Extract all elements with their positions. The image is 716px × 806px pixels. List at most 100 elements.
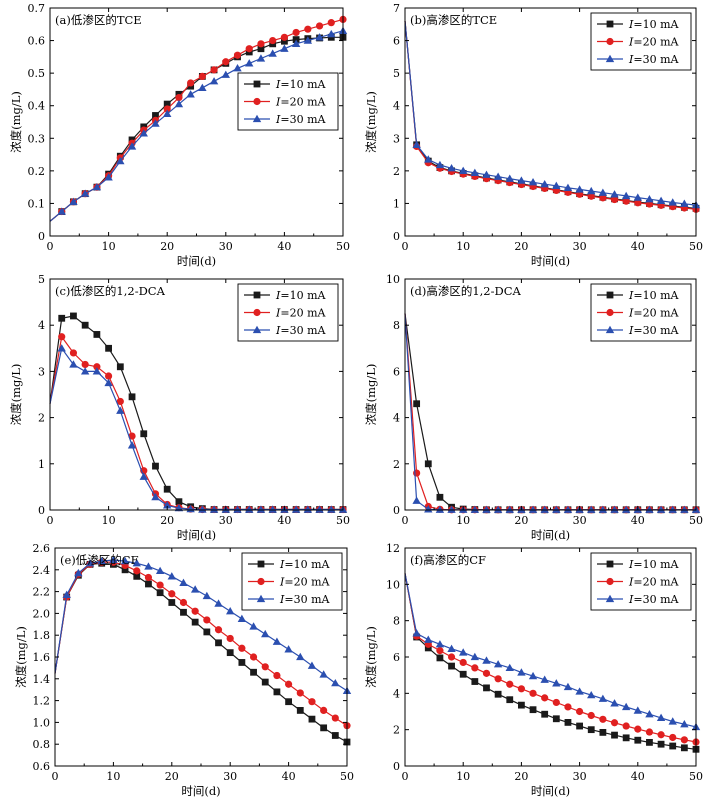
y-axis-label: 浓度(mg/L) — [364, 626, 378, 688]
data-point — [155, 566, 165, 575]
y-tick-label: 0 — [38, 504, 45, 517]
data-point — [587, 186, 596, 195]
data-point — [315, 22, 324, 30]
data-point — [412, 140, 421, 148]
data-point — [575, 687, 584, 695]
x-axis-label: 时间(d) — [531, 254, 570, 268]
series-line — [404, 313, 696, 511]
data-point — [656, 196, 666, 204]
data-point — [58, 333, 66, 341]
chart-title: (a)低渗区的TCE — [55, 13, 142, 27]
legend-label-value: =20 mA — [633, 36, 679, 49]
data-point — [634, 725, 642, 733]
data-point — [424, 460, 432, 468]
legend-label-var: I — [628, 36, 634, 49]
legend-label: I=20 mA — [279, 576, 331, 589]
data-point — [448, 662, 455, 670]
data-point — [552, 679, 561, 687]
data-point — [494, 675, 502, 683]
data-point — [447, 653, 456, 661]
data-point — [436, 654, 444, 662]
data-point — [93, 331, 101, 338]
y-tick-label: 2.0 — [33, 607, 51, 620]
data-point — [222, 58, 230, 66]
data-point — [257, 40, 265, 48]
legend-label-var: I — [279, 576, 285, 589]
data-point — [180, 608, 187, 616]
data-point — [163, 109, 172, 118]
chart-panel-f: 0 10 20 30 40 50 0 2 4 6 8 10 12 (f)高渗区的CF 时间(d) 浓度(mg/… — [364, 542, 703, 798]
data-point — [621, 702, 631, 711]
data-point — [413, 400, 421, 408]
data-point — [120, 556, 130, 565]
data-point — [459, 166, 468, 175]
data-point — [144, 562, 153, 570]
data-point — [303, 36, 313, 44]
legend-marker — [257, 577, 265, 586]
legend-item: I=20 mA — [244, 307, 327, 320]
data-point — [320, 706, 328, 715]
legend-marker — [257, 560, 265, 568]
data-point — [268, 505, 277, 513]
data-point — [163, 100, 171, 108]
data-point — [128, 432, 136, 440]
data-point — [645, 728, 654, 736]
legend-label-value: =30 mA — [280, 113, 326, 126]
data-point — [552, 181, 561, 189]
data-point — [245, 45, 253, 53]
data-point — [435, 160, 445, 169]
y-tick-label: 5 — [38, 273, 45, 286]
data-point — [80, 367, 90, 375]
legend-item: I=20 mA — [244, 96, 327, 109]
data-point — [645, 194, 654, 203]
data-point — [610, 719, 619, 727]
data-point — [327, 29, 336, 38]
y-tick-label: 2.6 — [33, 542, 51, 555]
data-point — [214, 599, 223, 607]
chart-panel-e: 0 10 20 30 40 50 0.6 0.8 1.0 1.2 1.4 1.6 1.8 2.0 2.2 2.… — [14, 542, 354, 798]
data-point — [611, 731, 618, 739]
data-point — [633, 193, 642, 201]
legend-item: I=30 mA — [248, 593, 331, 606]
x-tick-label: 30 — [573, 514, 587, 527]
legend-marker — [605, 54, 615, 63]
data-point — [470, 652, 480, 661]
data-point — [528, 671, 538, 680]
legend-label-value: =20 mA — [280, 307, 326, 320]
legend-item: I=30 mA — [244, 113, 327, 126]
y-tick-label: 2 — [393, 165, 400, 178]
x-tick-label: 0 — [47, 240, 54, 253]
data-point — [412, 629, 421, 637]
data-point — [104, 378, 113, 387]
data-point — [116, 397, 124, 406]
y-tick-label: 3 — [393, 132, 400, 145]
data-point — [518, 701, 525, 709]
series-1 — [404, 573, 700, 753]
data-point — [447, 164, 456, 172]
data-point — [634, 199, 642, 207]
data-point — [245, 505, 254, 513]
legend-item: I=30 mA — [597, 53, 680, 66]
y-tick-label: 5 — [393, 67, 400, 80]
data-point — [552, 698, 560, 707]
data-point — [541, 694, 549, 702]
data-point — [198, 83, 207, 91]
legend: I=10 mAI=20 mAI=30 mA — [241, 552, 343, 611]
legend-item: I=20 mA — [597, 307, 680, 320]
y-tick-label: 10 — [386, 273, 400, 286]
data-point — [292, 28, 300, 37]
data-point — [669, 742, 677, 750]
legend-marker — [253, 97, 261, 106]
legend-label: I=20 mA — [275, 96, 327, 109]
legend-label-value: =10 mA — [633, 289, 679, 302]
data-point — [249, 653, 258, 661]
x-axis-label: 时间(d) — [177, 528, 216, 542]
x-tick-label: 0 — [47, 514, 54, 527]
data-point — [296, 707, 304, 714]
data-point — [424, 505, 433, 513]
legend-marker — [606, 291, 614, 299]
data-point — [587, 690, 596, 699]
data-point — [210, 66, 218, 74]
data-point — [540, 180, 549, 188]
